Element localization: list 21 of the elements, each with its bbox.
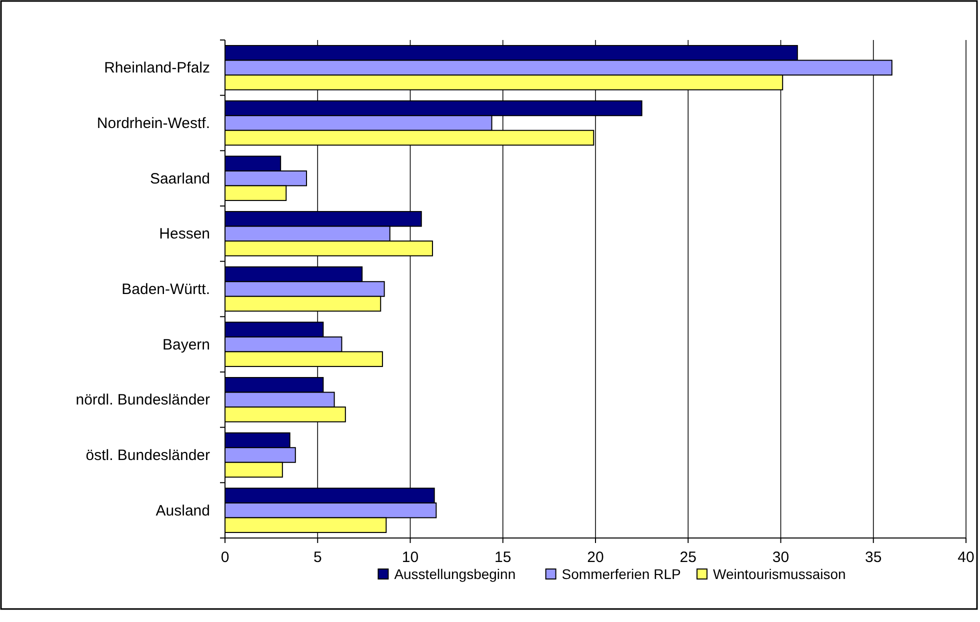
x-tick-label: 35 (865, 549, 882, 566)
y-tick-label: Baden-Württ. (122, 281, 210, 298)
x-tick-label: 30 (772, 549, 790, 566)
y-tick-label: Saarland (150, 170, 210, 188)
x-tick-label: 5 (313, 549, 322, 566)
x-tick-label: 40 (958, 549, 974, 566)
x-tick-label: 10 (402, 549, 419, 566)
y-tick-label: Rheinland-Pfalz (104, 60, 210, 77)
y-tick-label: Nordrhein-Westf. (96, 115, 210, 132)
legend-label: Ausstellungsbeginn (394, 566, 516, 582)
y-tick-label: Ausland (156, 502, 210, 520)
y-tick-label: Bayern (162, 336, 210, 354)
y-tick-label: östl. Bundesländer (86, 447, 210, 464)
x-tick-label: 25 (680, 549, 696, 566)
y-tick-label: Hessen (159, 226, 210, 243)
legend-label: Sommerferien RLP (562, 566, 681, 582)
y-tick-label: nördl. Bundesländer (76, 392, 210, 409)
legend-label: Weintourismussaison (713, 566, 846, 582)
x-tick-label: 15 (494, 549, 512, 566)
x-tick-label: 0 (220, 549, 230, 566)
x-tick-label: 20 (587, 549, 604, 566)
